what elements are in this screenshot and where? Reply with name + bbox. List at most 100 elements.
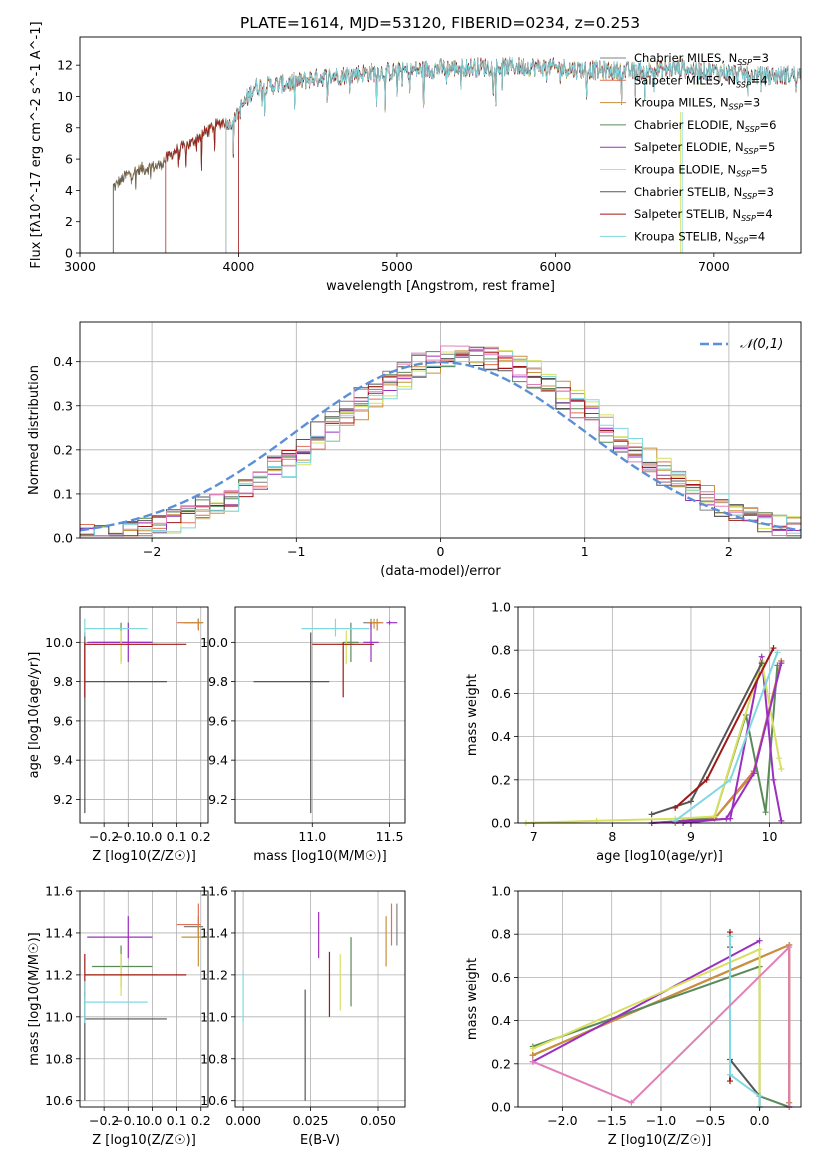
figure-title: PLATE=1614, MJD=53120, FIBERID=0234, z=0… bbox=[240, 14, 640, 32]
panel-mass-vs-Z: −0.2−0.1 0.0 0.1 0.2 10.6 10.8 11.0 11.2 11.4 11.… bbox=[27, 884, 211, 1149]
spectrum-xtick-label: 7000 bbox=[698, 259, 730, 274]
mass-vs-Z-point-4 bbox=[87, 916, 153, 959]
weight-vs-Z-ylabel: mass weight bbox=[465, 958, 480, 1040]
weight-vs-Z-marker bbox=[786, 944, 793, 951]
weight-vs-Z-marker bbox=[529, 1052, 536, 1059]
age-vs-mass-xtick-label: 11.5 bbox=[376, 829, 404, 844]
weight-vs-age-marker bbox=[778, 660, 785, 667]
weight-vs-Z-ytick-label: 1.0 bbox=[491, 884, 511, 899]
residuals-frame bbox=[79, 321, 802, 539]
spectrum-xtick-label: 5000 bbox=[381, 259, 413, 274]
weight-vs-Z-xtick-label: −2.0 bbox=[547, 1113, 577, 1128]
legend-label-0: Chabrier MILES, NSSP=3 bbox=[634, 51, 769, 67]
age-vs-mass-ytick-label: 9.6 bbox=[208, 713, 228, 728]
weight-vs-Z-xtick-label: −1.5 bbox=[596, 1113, 626, 1128]
weight-vs-Z-ytick-label: 0.8 bbox=[491, 927, 511, 942]
weight-vs-Z-marker bbox=[628, 1099, 635, 1106]
residuals-histogram-8 bbox=[80, 351, 801, 537]
age-vs-Z-point-2 bbox=[181, 618, 204, 629]
mass-vs-Z-ytick-label: 11.4 bbox=[45, 925, 73, 940]
mass-vs-ebv-xlabel: E(B-V) bbox=[300, 1133, 340, 1148]
weight-vs-age-plot-area bbox=[522, 645, 785, 826]
weight-vs-age-xtick-label: 9 bbox=[687, 829, 695, 844]
age-vs-Z-point-4 bbox=[87, 622, 153, 662]
spectrum-ytick-label: 6 bbox=[65, 152, 73, 167]
spectrum-ytick-label: 12 bbox=[57, 58, 73, 73]
weight-vs-age-marker bbox=[775, 755, 782, 762]
age-vs-mass-point-9 bbox=[386, 620, 398, 625]
weight-vs-Z-marker bbox=[727, 1078, 734, 1085]
weight-vs-age-xlabel: age [log10(age/yr)] bbox=[596, 849, 723, 864]
weight-vs-age-marker bbox=[758, 660, 765, 667]
mass-vs-Z-point-8 bbox=[84, 981, 148, 1024]
mass-vs-Z-point-2 bbox=[181, 924, 204, 967]
age-vs-Z-plot-area bbox=[84, 618, 204, 814]
weight-vs-age-marker bbox=[727, 776, 734, 783]
spectrum-ytick-label: 10 bbox=[57, 89, 73, 104]
residuals-ytick-label: 0.3 bbox=[53, 398, 73, 413]
age-vs-Z-frame bbox=[79, 606, 209, 824]
weight-vs-age-marker bbox=[762, 809, 769, 816]
weight-vs-age-marker bbox=[774, 662, 781, 669]
legend-label-2: Kroupa MILES, NSSP=3 bbox=[634, 96, 760, 112]
weight-vs-age-marker bbox=[648, 811, 655, 818]
panel-weight-vs-Z: −2.0 −1.5 −1.0 −0.5 0.0 0.0 0.2 0.4 0.6 0.8 1.0 Z [… bbox=[465, 884, 802, 1148]
weight-vs-age-xtick-label: 8 bbox=[608, 829, 616, 844]
residuals-xtick-label: 2 bbox=[725, 544, 733, 559]
age-vs-Z-ytick-label: 9.2 bbox=[53, 792, 73, 807]
age-vs-mass-point-6 bbox=[253, 632, 330, 814]
mass-vs-Z-ytick-label: 11.6 bbox=[45, 884, 73, 899]
spectrum-xlabel: wavelength [Angstrom, rest frame] bbox=[326, 279, 555, 294]
weight-vs-age-ytick-label: 0.0 bbox=[491, 816, 511, 831]
spectrum-frame bbox=[79, 36, 802, 254]
mass-vs-ebv-plot-area bbox=[242, 903, 398, 1101]
residuals-legend-label: 𝒩(0,1) bbox=[740, 337, 783, 352]
weight-vs-age-series-6 bbox=[648, 660, 765, 818]
mass-vs-Z-ylabel: mass [log10(M/M☉)] bbox=[27, 932, 42, 1065]
residuals-plot-area bbox=[80, 345, 801, 537]
age-vs-Z-xtick-label: −0.1 bbox=[113, 829, 143, 844]
mass-vs-Z-ytick-label: 10.8 bbox=[45, 1051, 73, 1066]
weight-vs-age-marker bbox=[703, 776, 710, 783]
age-vs-mass-frame bbox=[234, 606, 406, 824]
mass-vs-ebv-xtick-label: 0.000 bbox=[225, 1113, 261, 1128]
mass-vs-Z-xlabel: Z [log10(Z/Z☉)] bbox=[92, 1133, 196, 1148]
residuals-ytick-label: 0.1 bbox=[53, 486, 73, 501]
mass-vs-Z-xtick-label: 0.1 bbox=[167, 1113, 187, 1128]
spectrum-ytick-label: 0 bbox=[65, 246, 73, 261]
age-vs-Z-xtick-label: 0.0 bbox=[143, 829, 163, 844]
spectrum-xtick-label: 4000 bbox=[223, 259, 255, 274]
residuals-xtick-label: 0 bbox=[437, 544, 445, 559]
legend-label-3: Chabrier ELODIE, NSSP=6 bbox=[634, 118, 776, 134]
weight-vs-Z-xlabel: Z [log10(Z/Z☉)] bbox=[608, 1133, 712, 1148]
mass-vs-Z-ytick-label: 11.0 bbox=[45, 1009, 73, 1024]
panel-age-vs-mass: 11.0 11.5 9.2 9.4 9.6 9.8 10.0 mass [log10(M/M☉… bbox=[200, 606, 406, 864]
residuals-xtick-label: −2 bbox=[143, 544, 161, 559]
age-vs-Z-xlabel: Z [log10(Z/Z☉)] bbox=[92, 849, 196, 864]
age-vs-Z-xtick-label: −0.2 bbox=[89, 829, 119, 844]
residuals-histogram-9 bbox=[80, 345, 801, 537]
age-vs-Z-ylabel: age [log10(age/yr)] bbox=[27, 652, 42, 779]
spectrum-xtick-label: 3000 bbox=[64, 259, 96, 274]
spectrum-ytick-label: 4 bbox=[65, 183, 73, 198]
residuals-histogram-7 bbox=[80, 352, 801, 537]
weight-vs-Z-ytick-label: 0.0 bbox=[491, 1100, 511, 1115]
mass-vs-ebv-frame bbox=[234, 890, 406, 1108]
age-vs-mass-background bbox=[235, 607, 405, 823]
weight-vs-age-marker bbox=[750, 770, 757, 777]
weight-vs-age-xtick-label: 7 bbox=[530, 829, 538, 844]
age-vs-mass-ytick-label: 9.8 bbox=[208, 674, 228, 689]
residuals-ylabel: Normed distribution bbox=[27, 365, 42, 495]
spectrum-line-kroupa-stelib bbox=[225, 56, 801, 253]
age-vs-Z-point-7 bbox=[84, 642, 187, 698]
age-vs-Z-ytick-label: 10.0 bbox=[45, 635, 73, 650]
age-vs-mass-plot-area bbox=[253, 618, 398, 814]
residuals-xlabel: (data-model)/error bbox=[380, 564, 501, 579]
mass-vs-Z-plot-area bbox=[84, 903, 204, 1101]
residuals-ytick-label: 0.4 bbox=[53, 354, 73, 369]
mass-vs-Z-frame bbox=[79, 890, 209, 1108]
spectrum-ytick-label: 2 bbox=[65, 214, 73, 229]
age-vs-Z-xtick-label: 0.2 bbox=[191, 829, 211, 844]
legend-label-5: Kroupa ELODIE, NSSP=5 bbox=[634, 163, 768, 179]
mass-vs-Z-xtick-label: −0.2 bbox=[89, 1113, 119, 1128]
